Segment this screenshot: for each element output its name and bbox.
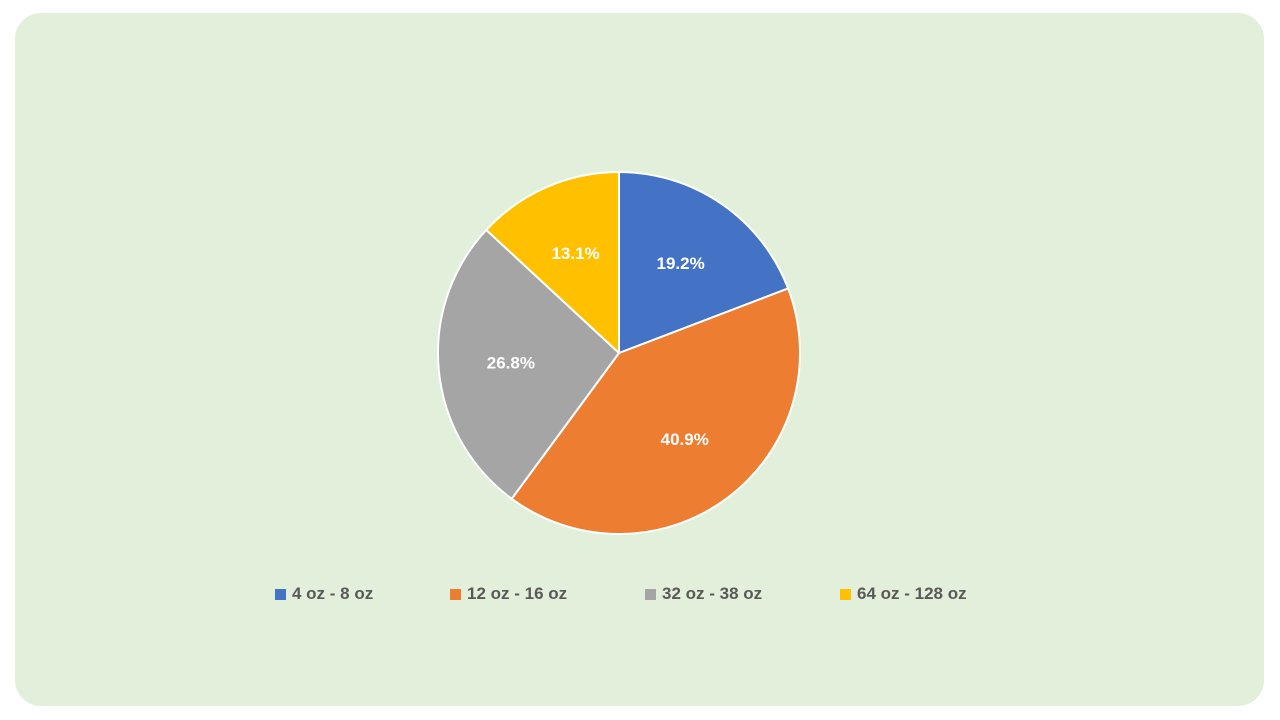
legend: 4 oz - 8 oz 12 oz - 16 oz 32 oz - 38 oz … [0,582,1280,606]
pie-slice-4-8-oz [618,171,790,354]
legend-swatch [275,588,286,600]
data-label-64-128-oz: 13.1% [551,244,599,263]
legend-item-12-16-oz: 12 oz - 16 oz [450,582,567,606]
legend-item-32-38-oz: 32 oz - 38 oz [645,582,762,606]
pie-slice-32-38-oz [437,228,620,500]
legend-label: 4 oz - 8 oz [292,584,374,603]
data-labels: 19.2% 40.9% 26.8% 13.1% [487,244,709,449]
data-label-4-8-oz: 19.2% [657,254,705,273]
legend-swatch [840,588,851,600]
legend-label: 12 oz - 16 oz [467,584,568,603]
legend-item-4-8-oz: 4 oz - 8 oz [275,582,373,606]
legend-swatch [645,588,656,600]
legend-label: 64 oz - 128 oz [857,584,967,603]
legend-label: 32 oz - 38 oz [662,584,763,603]
pie-slice-64-128-oz [485,171,620,354]
data-label-12-16-oz: 40.9% [661,430,709,449]
pie-slice-12-16-oz [510,287,801,535]
data-label-32-38-oz: 26.8% [487,354,535,373]
legend-swatch [450,588,461,600]
legend-item-64-128-oz: 64 oz - 128 oz [840,582,967,606]
